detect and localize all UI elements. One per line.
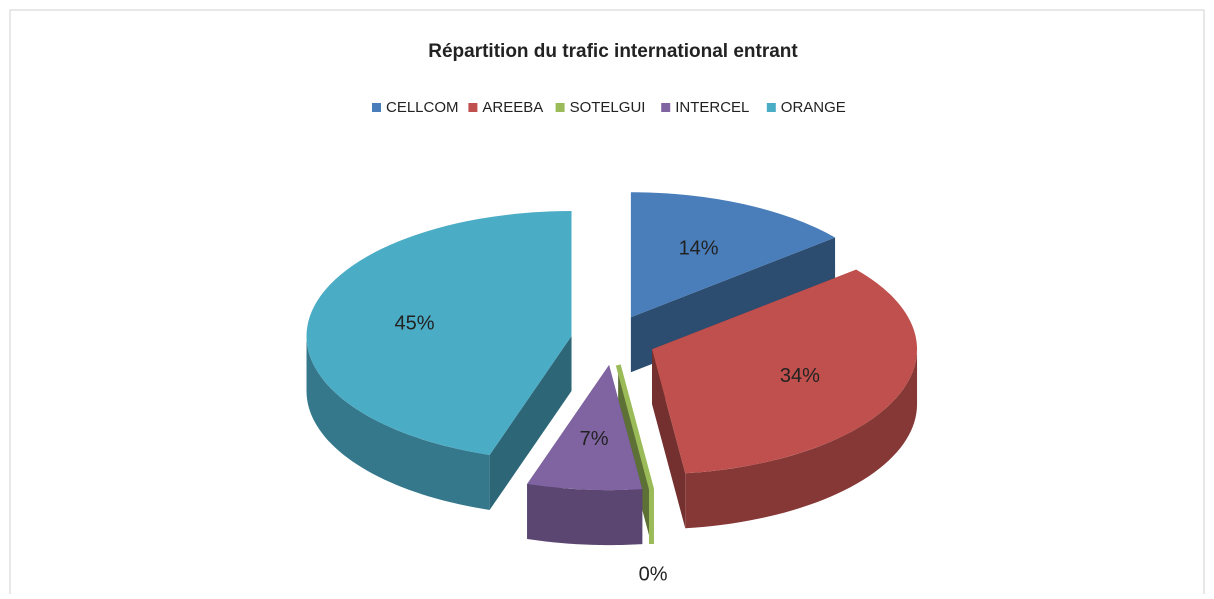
slice-cut-face — [489, 336, 572, 510]
slice-side — [527, 483, 643, 546]
slice-cut-face — [618, 365, 652, 545]
legend-swatch — [661, 103, 671, 112]
legend-swatch — [372, 103, 381, 112]
chart-title: Répartition du trafic international entr… — [428, 41, 798, 62]
pie-slice — [615, 364, 654, 545]
legend-swatch — [555, 103, 565, 112]
legend-label: ORANGE — [781, 99, 846, 116]
slice-side — [685, 349, 918, 529]
data-label: 7% — [580, 428, 609, 450]
legend-label: INTERCEL — [675, 99, 749, 116]
data-label: 34% — [780, 365, 820, 387]
pie-slice — [306, 211, 572, 510]
legend-swatch — [766, 103, 776, 112]
slice-top — [306, 211, 572, 455]
legend-label: CELLCOM — [386, 99, 459, 116]
legend-label: SOTELGUI — [570, 99, 646, 116]
slice-top — [527, 365, 643, 491]
slice-top — [630, 192, 836, 318]
pie-slice — [652, 269, 918, 529]
slice-side — [306, 336, 490, 510]
data-label: 0% — [639, 563, 668, 585]
data-label: 14% — [679, 238, 719, 260]
legend-swatch — [468, 103, 478, 112]
slice-top — [615, 364, 654, 545]
pie-slice — [527, 365, 643, 546]
slice-top — [652, 269, 918, 474]
data-label: 45% — [394, 313, 434, 335]
slice-cut-face — [652, 349, 686, 529]
legend-label: AREEBA — [482, 99, 543, 116]
